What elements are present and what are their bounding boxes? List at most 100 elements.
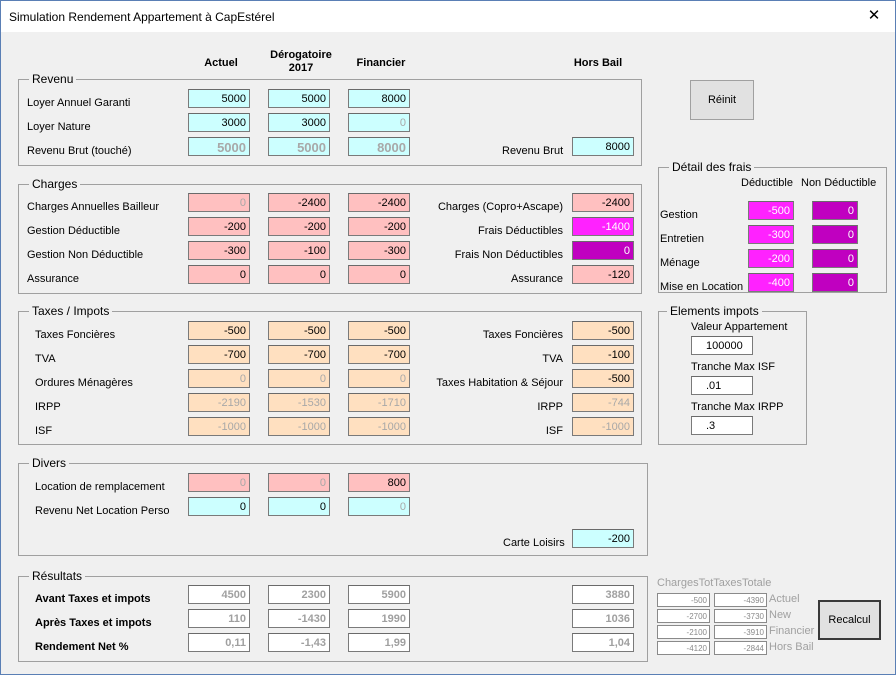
rendement-derog-field: -1,43 [268, 633, 330, 652]
rendement-label: Rendement Net % [35, 641, 129, 653]
charges-row-label: Charges Annuelles Bailleur [27, 201, 160, 213]
window-title: Simulation Rendement Appartement à CapEs… [9, 10, 275, 24]
taxes-foncieres-derog-field[interactable]: -500 [268, 321, 330, 340]
apres-taxes-label: Après Taxes et impots [35, 617, 152, 629]
tva-derog-field[interactable]: -700 [268, 345, 330, 364]
carte-loisirs-field[interactable]: -200 [572, 529, 634, 548]
charges-frame: Charges [18, 177, 642, 294]
assurance-derog-field[interactable]: 0 [268, 265, 330, 284]
frais-entretien-nonded-field[interactable]: 0 [812, 225, 858, 244]
close-icon[interactable]: ✕ [867, 7, 881, 24]
loyer-nature-derog-field[interactable]: 3000 [268, 113, 330, 132]
valeur-appartement-input[interactable]: 100000 [691, 336, 753, 355]
avant-hb-field: 3880 [572, 585, 634, 604]
frais-col-non-deductible: Non Déductible [801, 177, 877, 189]
taxes-foncieres-hb-field[interactable]: -500 [572, 321, 634, 340]
apres-financier-field: 1990 [348, 609, 410, 628]
revenu-net-actuel-field[interactable]: 0 [188, 497, 250, 516]
charges-row-label: Assurance [27, 273, 79, 285]
recap-row-label: Financier [769, 625, 815, 637]
frais-row-label: Mise en Location [660, 281, 744, 293]
charges-hb-label: Frais Non Déductibles [454, 249, 563, 261]
assurance-actuel-field[interactable]: 0 [188, 265, 250, 284]
taxes-legend: Taxes / Impots [29, 304, 113, 318]
frais-gestion-nonded-field[interactable]: 0 [812, 201, 858, 220]
charges-row-label: Gestion Non Déductible [27, 249, 144, 261]
taxes-hb-label: IRPP [537, 401, 563, 413]
tva-financier-field[interactable]: -700 [348, 345, 410, 364]
location-financier-field[interactable]: 800 [348, 473, 410, 492]
taxes-habitation-hb-field[interactable]: -500 [572, 369, 634, 388]
loyer-annuel-derog-field[interactable]: 5000 [268, 89, 330, 108]
loyer-annuel-actuel-field[interactable]: 5000 [188, 89, 250, 108]
frais-entretien-ded-field[interactable]: -300 [748, 225, 794, 244]
frais-col-deductible: Déductible [741, 177, 793, 189]
charges-bailleur-financier-field[interactable]: -2400 [348, 193, 410, 212]
avant-derog-field: 2300 [268, 585, 330, 604]
ordures-derog-field: 0 [268, 369, 330, 388]
rendement-financier-field: 1,99 [348, 633, 410, 652]
resultats-legend: Résultats [29, 569, 86, 583]
apres-actuel-field: 110 [188, 609, 250, 628]
col-header-actuel: Actuel [204, 57, 238, 69]
assurance-hb-field[interactable]: -120 [572, 265, 634, 284]
gestion-ded-derog-field[interactable]: -200 [268, 217, 330, 236]
revenu-brut-hb-label: Revenu Brut [502, 145, 564, 157]
loyer-nature-actuel-field[interactable]: 3000 [188, 113, 250, 132]
title-bar: Simulation Rendement Appartement à CapEs… [1, 1, 895, 32]
charges-copro-hb-field[interactable]: -2400 [572, 193, 634, 212]
recap-header: ChargesTotTaxesTotale [657, 577, 772, 589]
frais-menage-nonded-field[interactable]: 0 [812, 249, 858, 268]
charges-bailleur-actuel-field: 0 [188, 193, 250, 212]
tva-hb-field[interactable]: -100 [572, 345, 634, 364]
gestion-ded-financier-field[interactable]: -200 [348, 217, 410, 236]
revenu-brut-hb-field[interactable]: 8000 [572, 137, 634, 156]
apres-derog-field: -1430 [268, 609, 330, 628]
gestion-nonded-derog-field[interactable]: -100 [268, 241, 330, 260]
irpp-actuel-field: -2190 [188, 393, 250, 412]
col-header-hors-bail: Hors Bail [573, 57, 623, 69]
revenu-brut-label: Revenu Brut (touché) [27, 145, 132, 157]
charges-bailleur-derog-field[interactable]: -2400 [268, 193, 330, 212]
tranche-isf-input[interactable]: .01 [691, 376, 753, 395]
divers-frame: Divers [18, 456, 648, 556]
tva-actuel-field[interactable]: -700 [188, 345, 250, 364]
col-header-derogatoire: Dérogatoire [270, 49, 332, 61]
rendement-hb-field: 1,04 [572, 633, 634, 652]
gestion-nonded-financier-field[interactable]: -300 [348, 241, 410, 260]
revenu-net-derog-field[interactable]: 0 [268, 497, 330, 516]
tranche-irpp-input[interactable]: .3 [691, 416, 753, 435]
gestion-ded-actuel-field[interactable]: -200 [188, 217, 250, 236]
detail-frais-legend: Détail des frais [669, 160, 755, 174]
taxes-row-label: TVA [35, 353, 56, 365]
reinit-button[interactable]: Réinit [690, 80, 754, 120]
revenu-net-location-label: Revenu Net Location Perso [35, 505, 170, 517]
recap-row-label: Actuel [769, 593, 800, 605]
charges-row-label: Gestion Déductible [27, 225, 120, 237]
loyer-annuel-financier-field[interactable]: 8000 [348, 89, 410, 108]
recap-taxes-cell: -4390 [714, 593, 767, 607]
isf-financier-field: -1000 [348, 417, 410, 436]
frais-gestion-ded-field[interactable]: -500 [748, 201, 794, 220]
taxes-row-label: ISF [35, 425, 53, 437]
apres-hb-field: 1036 [572, 609, 634, 628]
carte-loisirs-label: Carte Loisirs [503, 537, 565, 549]
col-header-financier: Financier [356, 57, 406, 69]
gestion-nonded-actuel-field[interactable]: -300 [188, 241, 250, 260]
resultats-frame: Résultats [18, 569, 648, 662]
frais-location-ded-field[interactable]: -400 [748, 273, 794, 292]
taxes-foncieres-financier-field[interactable]: -500 [348, 321, 410, 340]
recap-row-label: Hors Bail [769, 641, 814, 653]
frais-menage-ded-field[interactable]: -200 [748, 249, 794, 268]
assurance-financier-field[interactable]: 0 [348, 265, 410, 284]
loyer-annuel-label: Loyer Annuel Garanti [27, 97, 131, 109]
valeur-appartement-label: Valeur Appartement [691, 321, 788, 333]
avant-taxes-label: Avant Taxes et impots [35, 593, 151, 605]
recalcul-button[interactable]: Recalcul [818, 600, 881, 640]
frais-location-nonded-field[interactable]: 0 [812, 273, 858, 292]
frais-row-label: Gestion [660, 209, 698, 221]
loyer-nature-financier-field: 0 [348, 113, 410, 132]
frais-non-deductibles-hb-field: 0 [572, 241, 634, 260]
taxes-foncieres-actuel-field[interactable]: -500 [188, 321, 250, 340]
